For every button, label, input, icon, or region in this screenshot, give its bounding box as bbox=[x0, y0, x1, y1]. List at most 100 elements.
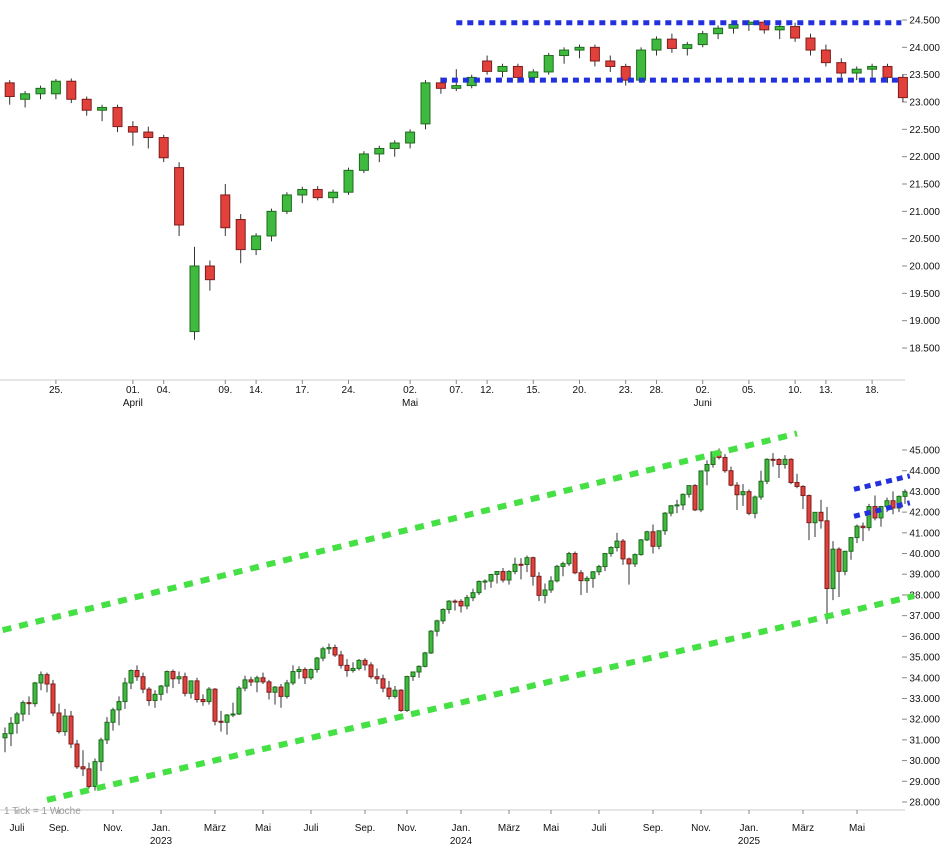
candle-up bbox=[446, 600, 452, 610]
candle-down bbox=[380, 678, 386, 689]
candle-up bbox=[668, 505, 674, 514]
candle-up bbox=[488, 573, 494, 582]
candle-down bbox=[182, 676, 188, 694]
candle-down bbox=[800, 485, 806, 497]
candle-down bbox=[344, 664, 350, 672]
candle-up bbox=[697, 33, 708, 46]
candle-up bbox=[14, 713, 20, 724]
upper-flag-line bbox=[853, 473, 911, 492]
candle-down bbox=[620, 65, 631, 81]
x-tick-label: Sep. bbox=[355, 823, 376, 834]
y-tick-label: 41.000 bbox=[909, 528, 940, 539]
x-tick-label: Sep. bbox=[49, 823, 70, 834]
candle-down bbox=[74, 743, 80, 768]
y-tick-label: 36.000 bbox=[909, 632, 940, 643]
candle-up bbox=[470, 592, 476, 599]
x-tick-label: März bbox=[498, 823, 520, 834]
y-tick-label: 43.000 bbox=[909, 487, 940, 498]
candle-up bbox=[638, 539, 644, 556]
y-tick-label: 19.000 bbox=[909, 316, 940, 327]
candle-up bbox=[314, 657, 320, 670]
candle-up bbox=[554, 565, 560, 582]
x-tick-label: Juli bbox=[9, 823, 24, 834]
candle-down bbox=[728, 470, 734, 486]
y-tick-label: 20.500 bbox=[909, 234, 940, 245]
y-tick-label: 20.000 bbox=[909, 262, 940, 273]
x-tick-label: 24. bbox=[342, 385, 356, 396]
candle-up bbox=[350, 667, 356, 672]
candle-up bbox=[482, 580, 488, 583]
candle-up bbox=[608, 547, 614, 555]
y-tick-label: 39.000 bbox=[909, 570, 940, 581]
candle-up bbox=[404, 676, 410, 711]
candle-down bbox=[368, 664, 374, 678]
candle-up bbox=[686, 485, 692, 495]
candle-up bbox=[308, 668, 314, 679]
x-tick-label: 28. bbox=[650, 385, 664, 396]
candle-down bbox=[512, 65, 523, 78]
candle-up bbox=[110, 709, 116, 723]
candle-down bbox=[332, 647, 338, 656]
x-tick-label: 02. bbox=[696, 385, 710, 396]
x-tick-label: Nov. bbox=[397, 823, 417, 834]
candle-down bbox=[174, 167, 185, 226]
weekly-candlestick-chart: 45.000 44.000 43.000 42.000 41.000 40.000 39.0… bbox=[0, 430, 940, 847]
x-axis-sublabel: 2025 bbox=[738, 836, 761, 847]
candle-up bbox=[632, 554, 638, 565]
x-tick-label: 07. bbox=[449, 385, 463, 396]
x-tick-label: 04. bbox=[157, 385, 171, 396]
x-tick-label: 12. bbox=[480, 385, 494, 396]
candle-down bbox=[266, 681, 272, 693]
x-tick-label: Mai bbox=[255, 823, 271, 834]
x-tick-label: März bbox=[792, 823, 814, 834]
candle-down bbox=[794, 482, 800, 487]
candle-down bbox=[386, 687, 392, 697]
x-tick-label: 20. bbox=[573, 385, 587, 396]
candle-up bbox=[122, 682, 128, 703]
x-tick-label: 10. bbox=[788, 385, 802, 396]
candle-down bbox=[248, 679, 254, 683]
candle-up bbox=[374, 147, 385, 155]
candle-down bbox=[170, 671, 176, 680]
candle-up bbox=[420, 82, 431, 125]
x-tick-label: 02. bbox=[403, 385, 417, 396]
candle-up bbox=[867, 65, 878, 70]
x-tick-label: 14. bbox=[249, 385, 263, 396]
y-tick-label: 35.000 bbox=[909, 653, 940, 664]
x-tick-label: Mai bbox=[543, 823, 559, 834]
x-tick-label: 09. bbox=[218, 385, 232, 396]
candle-up bbox=[50, 80, 61, 95]
candle-up bbox=[272, 686, 278, 693]
daily-candlestick-chart: 24.500 24.000 23.500 23.000 22.500 22.000 21.5… bbox=[0, 16, 940, 409]
candle-up bbox=[512, 563, 518, 573]
candle-down bbox=[81, 98, 92, 111]
x-axis-sublabel: Mai bbox=[402, 398, 418, 409]
candle-up bbox=[297, 188, 308, 196]
candle-up bbox=[152, 693, 158, 702]
candle-down bbox=[127, 126, 138, 133]
candle-up bbox=[614, 540, 620, 549]
candle-up bbox=[764, 458, 770, 482]
upper-trend-channel-line bbox=[1, 430, 798, 634]
candle-up bbox=[296, 668, 302, 673]
candle-up bbox=[713, 27, 724, 35]
candle-up bbox=[116, 701, 122, 711]
candle-down bbox=[68, 715, 74, 745]
candle-up bbox=[680, 493, 686, 506]
candle-down bbox=[776, 459, 782, 465]
candle-down bbox=[278, 686, 284, 697]
y-tick-label: 21.500 bbox=[909, 180, 940, 191]
candle-down bbox=[790, 26, 801, 39]
candle-down bbox=[820, 49, 831, 64]
candle-up bbox=[230, 713, 236, 716]
candle-down bbox=[734, 484, 740, 496]
candle-down bbox=[836, 548, 842, 572]
candle-down bbox=[66, 80, 77, 100]
candle-up bbox=[596, 566, 602, 573]
candle-down bbox=[530, 557, 536, 577]
candle-up bbox=[506, 571, 512, 581]
lower-trend-channel-line bbox=[46, 593, 915, 803]
x-tick-label: Nov. bbox=[103, 823, 123, 834]
candle-down bbox=[500, 571, 506, 581]
candle-down bbox=[626, 558, 632, 565]
